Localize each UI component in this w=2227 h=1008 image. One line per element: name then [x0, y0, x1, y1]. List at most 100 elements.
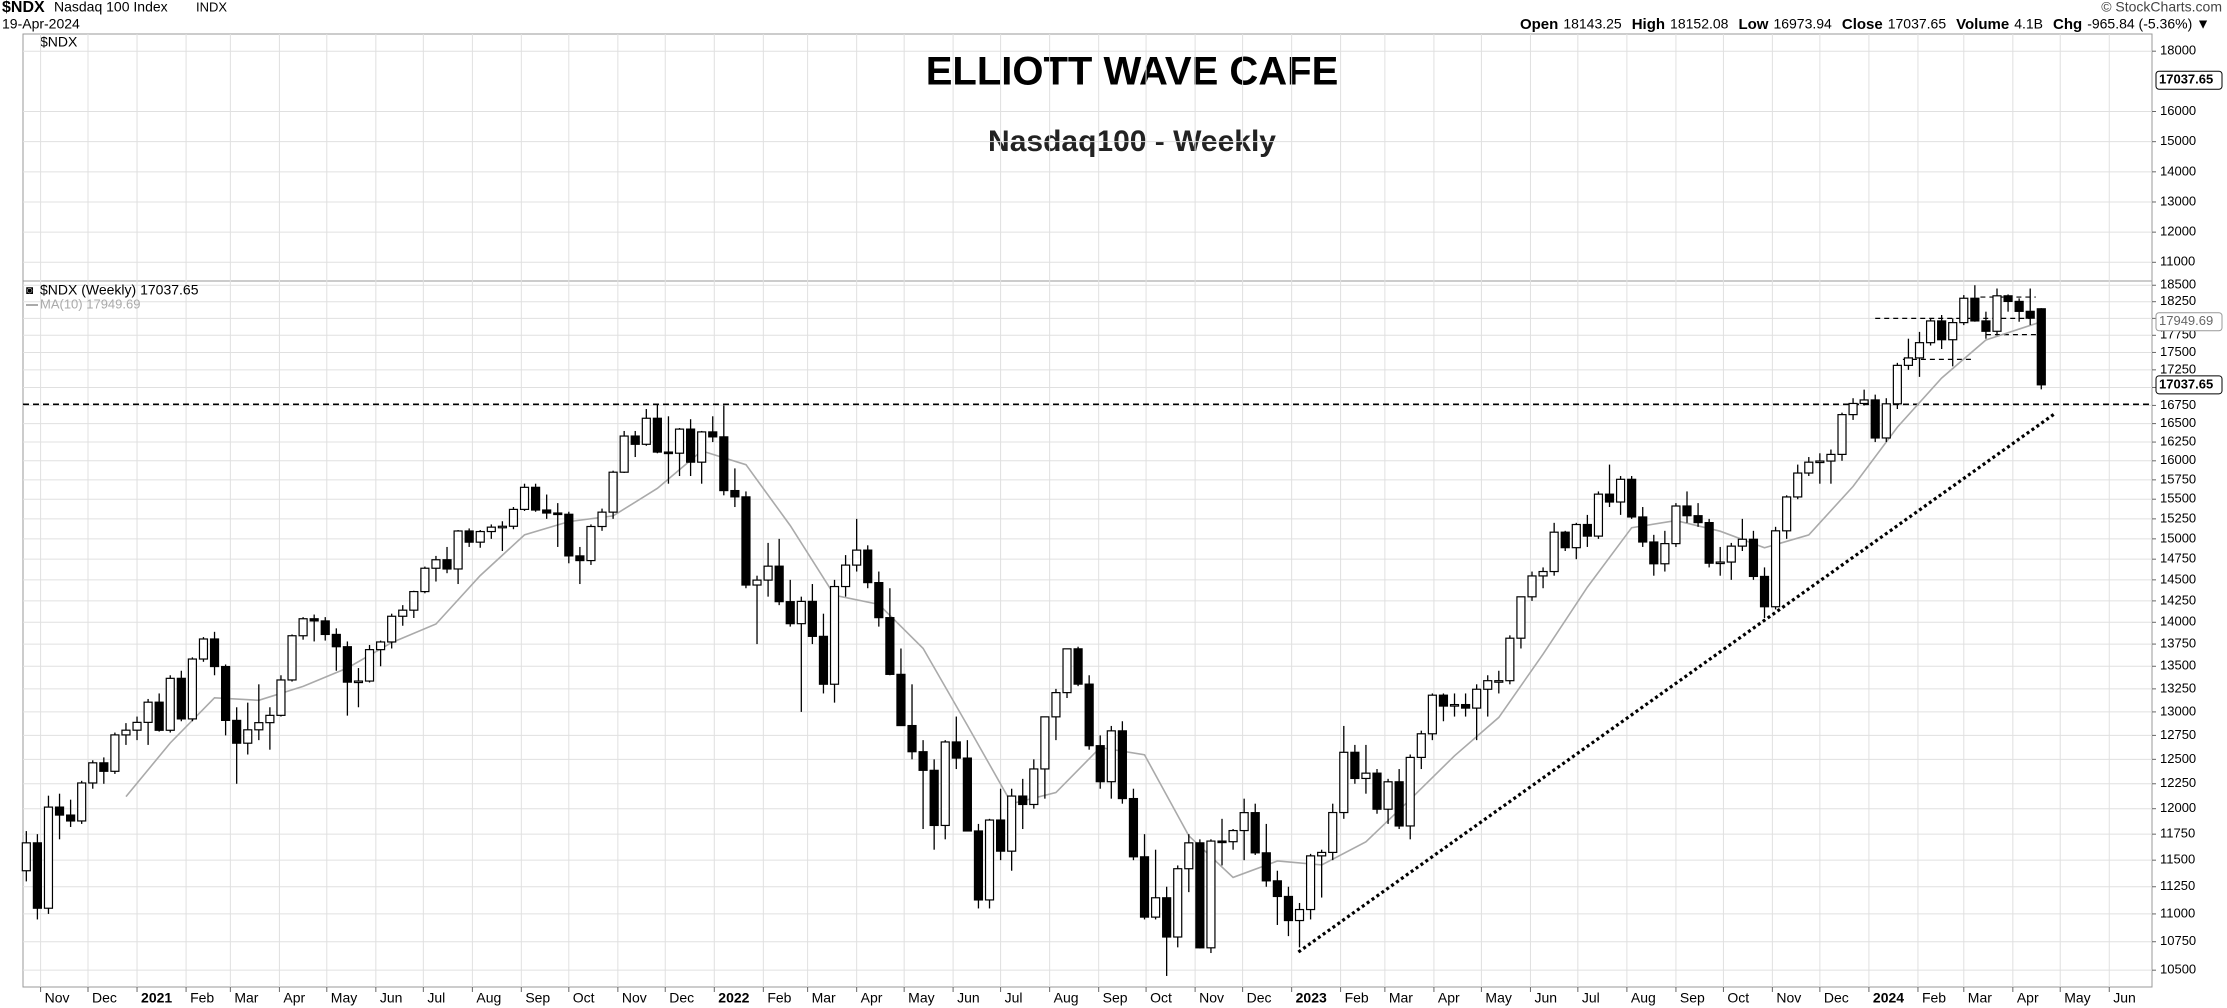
- y-tick-label: 12000: [2160, 224, 2196, 239]
- quote-label: Volume: [1956, 16, 2009, 33]
- x-tick-label: Mar: [812, 990, 836, 1006]
- quote-label: Close: [1842, 16, 1883, 33]
- candle-body: [1029, 768, 1039, 806]
- value-badge-text: 17037.65: [2159, 72, 2213, 87]
- quote-value: 4.1B: [2014, 16, 2043, 32]
- candle-body: [1095, 745, 1105, 783]
- x-tick-label: Jul: [1005, 990, 1023, 1006]
- y-tick-label: 12500: [2160, 751, 2196, 766]
- y-tick-label: 16750: [2160, 397, 2196, 412]
- x-tick-label: Nov: [1776, 990, 1801, 1006]
- value-badge: [2155, 70, 2223, 90]
- candle-body: [464, 530, 474, 543]
- candle-body: [254, 722, 264, 731]
- x-tick-label: May: [2064, 990, 2090, 1006]
- quote-value: 18143.25: [1563, 16, 1622, 32]
- date: 19-Apr-2024: [2, 16, 80, 32]
- candle-body: [2036, 308, 2046, 386]
- x-tick-label: Jul: [427, 990, 445, 1006]
- candle-body: [918, 751, 928, 771]
- trendline: [1297, 412, 2056, 954]
- y-tick-label: 10750: [2160, 933, 2196, 948]
- x-tick-label: Feb: [767, 990, 791, 1006]
- candle-body: [1992, 295, 2002, 332]
- index-name: Nasdaq 100 Index: [54, 0, 168, 15]
- candle-body: [1084, 683, 1094, 747]
- candle-body: [1726, 545, 1736, 563]
- candle-body: [1350, 751, 1360, 780]
- candle-body: [929, 769, 939, 827]
- candle-body: [1040, 716, 1050, 770]
- candle-body: [752, 579, 762, 586]
- y-tick-label: 11750: [2160, 826, 2195, 841]
- candle-body: [1438, 694, 1449, 707]
- x-tick-label: Apr: [1438, 990, 1460, 1006]
- y-tick-label: 10500: [2160, 962, 2196, 977]
- candle-body: [1815, 460, 1825, 464]
- candle-body: [1970, 297, 1980, 322]
- candle-body: [1427, 694, 1437, 735]
- candle-body: [1981, 320, 1991, 332]
- candle-body: [187, 658, 197, 720]
- candle-body: [2025, 310, 2035, 319]
- y-tick-label: 12250: [2160, 775, 2196, 790]
- candle-body: [1793, 472, 1803, 498]
- candle-body: [1693, 515, 1703, 524]
- candle-body: [1870, 399, 1880, 439]
- candle-body: [852, 549, 862, 566]
- x-tick-label: Feb: [190, 990, 214, 1006]
- candle-body: [1715, 561, 1725, 565]
- candle-body: [2003, 295, 2013, 303]
- value-badge-text: 17037.65: [2159, 376, 2213, 391]
- candle-body: [508, 508, 519, 527]
- x-tick-label: Feb: [1922, 990, 1946, 1006]
- candle-body: [962, 757, 972, 832]
- candle-body: [1250, 812, 1260, 854]
- y-tick-label: 18250: [2160, 293, 2196, 308]
- candle-body: [1649, 541, 1659, 565]
- candle-body: [553, 512, 563, 516]
- candle-body: [1283, 895, 1294, 922]
- candle-body: [1239, 812, 1249, 832]
- x-tick-label: Jun: [957, 990, 980, 1006]
- y-tick-label: 15000: [2160, 133, 2196, 148]
- candle-body: [973, 830, 984, 901]
- legend-entry: $NDX (Weekly) 17037.65: [40, 282, 199, 298]
- y-tick-label: 18500: [2160, 277, 2196, 292]
- x-tick-label: Oct: [1727, 990, 1749, 1006]
- candle-body: [1206, 840, 1216, 949]
- x-tick-label: 2022: [718, 990, 749, 1006]
- x-tick-label: Jun: [380, 990, 403, 1006]
- candle-body: [1272, 880, 1282, 898]
- candle-body: [420, 567, 430, 593]
- candle-body: [641, 417, 651, 445]
- candle-body: [110, 734, 120, 772]
- x-tick-label: 2021: [141, 990, 172, 1006]
- candle-body: [331, 633, 341, 648]
- candle-body: [1195, 842, 1205, 949]
- candle-body: [874, 582, 884, 619]
- candle-body: [320, 620, 330, 636]
- candle-body: [542, 509, 552, 514]
- panel-label: $NDX: [40, 34, 78, 50]
- candle-body: [1007, 795, 1017, 852]
- y-tick-label: 15500: [2160, 491, 2196, 506]
- x-tick-label: Dec: [1247, 990, 1272, 1006]
- y-tick-label: 14000: [2160, 614, 2196, 629]
- candle-body: [209, 638, 220, 668]
- candle-body: [431, 559, 441, 569]
- quote-label: High: [1632, 16, 1665, 33]
- quote-label: Chg: [2053, 16, 2082, 33]
- x-tick-label: Mar: [1389, 990, 1413, 1006]
- candle-body: [1483, 680, 1493, 690]
- x-tick-label: Feb: [1345, 990, 1369, 1006]
- candle-body: [807, 600, 817, 637]
- candle-body: [1294, 908, 1305, 922]
- candle-body: [1128, 797, 1139, 858]
- candle-body: [685, 428, 696, 463]
- candle-body: [1139, 856, 1150, 918]
- y-tick-label: 17250: [2160, 361, 2196, 376]
- candle-body: [1394, 781, 1404, 827]
- candle-body: [309, 618, 319, 622]
